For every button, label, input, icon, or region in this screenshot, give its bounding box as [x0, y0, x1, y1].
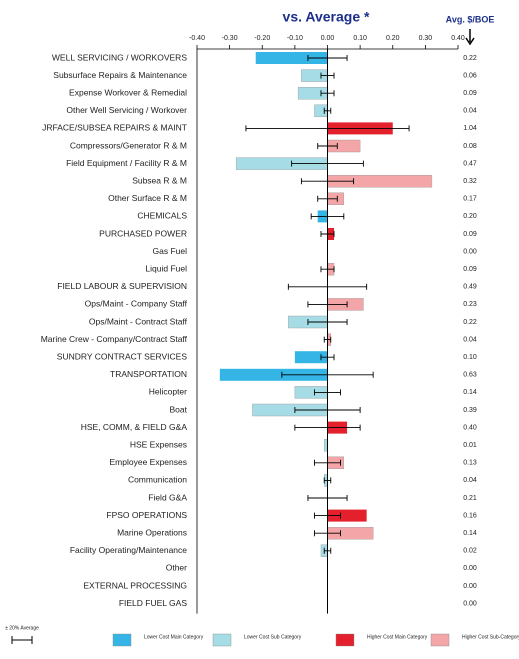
category-label: Compressors/Generator R & M — [70, 140, 187, 150]
category-label: Boat — [170, 404, 188, 414]
category-label: Field Equipment / Facility R & M — [66, 158, 187, 168]
category-label: Ops/Maint - Company Staff — [85, 299, 188, 309]
legend-label: Lower Cost Sub Category — [244, 634, 302, 640]
category-label: CHEMICALS — [137, 211, 187, 221]
x-tick-label: -0.30 — [222, 35, 238, 42]
x-tick-label: 0.20 — [386, 35, 400, 42]
category-label: FPSO OPERATIONS — [106, 510, 187, 520]
category-label: Ops/Maint - Contract Staff — [89, 316, 188, 326]
category-label: HSE Expenses — [130, 439, 187, 449]
avg-value: 1.04 — [463, 125, 477, 132]
category-label: Liquid Fuel — [145, 263, 187, 273]
avg-value: 0.17 — [463, 196, 477, 203]
category-label: Expense Workover & Remedial — [69, 87, 187, 97]
category-label: Communication — [128, 475, 187, 485]
category-label: JRFACE/SUBSEA REPAIRS & MAINT — [42, 123, 187, 133]
avg-value: 0.06 — [463, 72, 477, 79]
category-label: TRANSPORTATION — [110, 369, 187, 379]
x-tick-label: 0.00 — [321, 35, 335, 42]
avg-value: 0.00 — [463, 583, 477, 590]
category-label: FIELD LABOUR & SUPERVISION — [57, 281, 187, 291]
bar — [327, 509, 367, 522]
category-label: PURCHASED POWER — [99, 228, 187, 238]
avg-value: 0.23 — [463, 301, 477, 308]
avg-value: 0.14 — [463, 389, 477, 396]
category-label: Subsea R & M — [132, 175, 187, 185]
avg-value: 0.08 — [463, 143, 477, 150]
legend-label: ± 20% Average — [5, 625, 39, 631]
avg-value: 0.22 — [463, 319, 477, 326]
avg-value: 0.20 — [463, 213, 477, 220]
x-tick-label: -0.10 — [287, 35, 303, 42]
avg-value: 0.09 — [463, 90, 477, 97]
category-label: Other — [166, 563, 187, 573]
avg-header: Avg. $/BOE — [446, 14, 495, 24]
legend-swatch — [430, 633, 450, 647]
avg-value: 0.39 — [463, 407, 477, 414]
category-label: Helicopter — [149, 387, 187, 397]
legend-swatch — [112, 633, 132, 647]
avg-value: 0.04 — [463, 477, 477, 484]
avg-value: 0.47 — [463, 160, 477, 167]
avg-value: 0.04 — [463, 336, 477, 343]
legend-label: Higher Cost Main Category — [367, 634, 428, 640]
chart-title: vs. Average * — [283, 9, 370, 25]
category-label: Facility Operating/Maintenance — [70, 545, 187, 555]
legend-swatch — [335, 633, 355, 647]
x-tick-label: 0.10 — [353, 35, 367, 42]
bar — [255, 52, 328, 64]
avg-value: 0.09 — [463, 266, 477, 273]
category-label: Marine Crew - Company/Contract Staff — [41, 334, 188, 344]
avg-value: 0.00 — [463, 248, 477, 255]
category-label: Other Surface R & M — [108, 193, 187, 203]
category-label: Employee Expenses — [110, 457, 188, 467]
avg-value: 0.13 — [463, 460, 477, 467]
avg-value: 0.00 — [463, 565, 477, 572]
avg-value: 0.01 — [463, 442, 477, 449]
avg-value: 0.04 — [463, 108, 477, 115]
x-tick-label: 0.30 — [419, 35, 433, 42]
x-tick-label: -0.40 — [189, 35, 205, 42]
avg-value: 0.00 — [463, 600, 477, 607]
category-label: Other Well Servicing / Workover — [66, 105, 187, 115]
avg-value: 0.14 — [463, 530, 477, 537]
legend-swatch — [212, 633, 232, 647]
bar — [219, 368, 328, 381]
avg-value: 0.40 — [463, 424, 477, 431]
x-tick-label: -0.20 — [254, 35, 270, 42]
category-label: FIELD FUEL GAS — [119, 598, 188, 608]
category-label: Marine Operations — [117, 527, 187, 537]
category-label: SUNDRY CONTRACT SERVICES — [57, 351, 188, 361]
avg-value: 0.16 — [463, 512, 477, 519]
avg-value: 0.09 — [463, 231, 477, 238]
avg-value: 0.63 — [463, 372, 477, 379]
arrow — [465, 29, 475, 46]
category-label: Field G&A — [148, 492, 187, 502]
avg-value: 0.22 — [463, 55, 477, 62]
avg-value: 0.32 — [463, 178, 477, 185]
category-label: Gas Fuel — [153, 246, 188, 256]
category-label: HSE, COMM, & FIELD G&A — [81, 422, 188, 432]
avg-value: 0.02 — [463, 548, 477, 555]
bar — [294, 351, 328, 364]
category-label: WELL SERVICING / WORKOVERS — [52, 52, 187, 62]
legend-swatch — [11, 636, 33, 644]
avg-value: 0.21 — [463, 495, 477, 502]
legend-label: Lower Cost Main Category — [144, 634, 204, 640]
category-label: Subsurface Repairs & Maintenance — [53, 70, 187, 80]
avg-value: 0.49 — [463, 284, 477, 291]
category-label: EXTERNAL PROCESSING — [83, 580, 187, 590]
legend-label: Higher Cost Sub-Category — [462, 634, 519, 640]
avg-value: 0.10 — [463, 354, 477, 361]
x-tick-label: 0.40 — [451, 35, 465, 42]
